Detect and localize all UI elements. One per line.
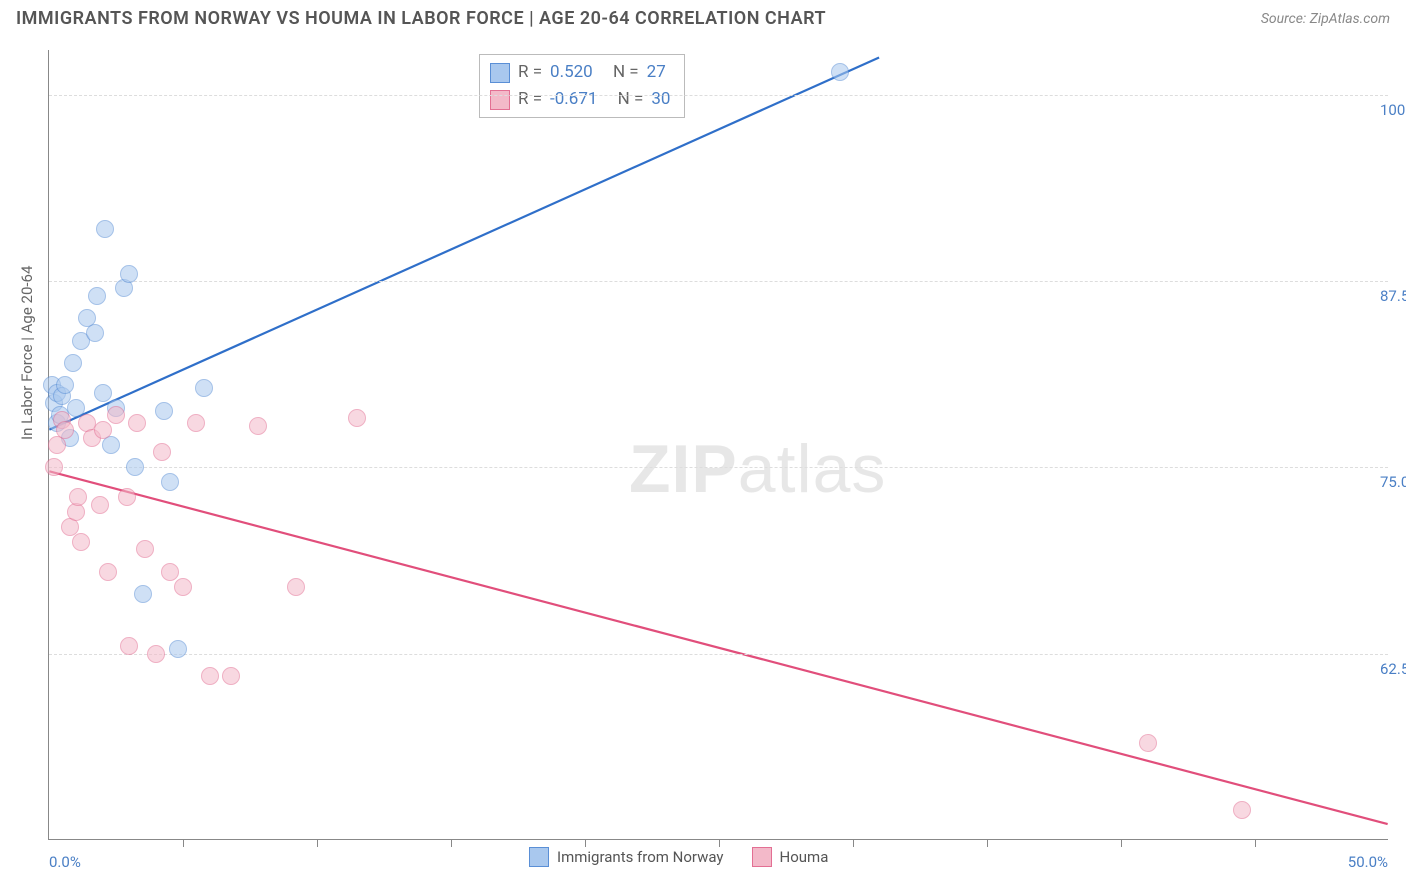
data-point-norway xyxy=(94,384,112,402)
data-point-houma xyxy=(153,443,171,461)
x-tick xyxy=(317,839,318,847)
y-tick-label: 62.5% xyxy=(1380,660,1406,678)
data-point-norway xyxy=(831,63,849,81)
data-point-houma xyxy=(348,409,366,427)
data-point-houma xyxy=(72,533,90,551)
legend-correlation: R = 0.520 N = 27 R = -0.671 N = 30 xyxy=(479,54,685,118)
legend-label-norway: Immigrants from Norway xyxy=(557,848,724,866)
data-point-norway xyxy=(88,287,106,305)
data-point-houma xyxy=(147,645,165,663)
data-point-norway xyxy=(155,402,173,420)
trend-line-norway xyxy=(49,57,879,429)
data-point-houma xyxy=(1139,734,1157,752)
data-point-houma xyxy=(136,540,154,558)
swatch-norway xyxy=(490,63,510,83)
data-point-norway xyxy=(161,473,179,491)
x-tick xyxy=(1121,839,1122,847)
legend-item-norway: Immigrants from Norway xyxy=(529,847,724,867)
data-point-houma xyxy=(174,578,192,596)
gridline xyxy=(49,95,1388,96)
scatter-chart: ZIPatlas R = 0.520 N = 27 R = -0.671 N =… xyxy=(48,50,1388,840)
data-point-houma xyxy=(222,667,240,685)
data-point-houma xyxy=(56,421,74,439)
swatch-houma-icon xyxy=(752,847,772,867)
data-point-houma xyxy=(118,488,136,506)
x-tick xyxy=(1255,839,1256,847)
r-label: R = xyxy=(518,59,542,86)
gridline xyxy=(49,467,1388,468)
r-value-houma: -0.671 xyxy=(550,86,597,113)
x-tick xyxy=(987,839,988,847)
chart-title: IMMIGRANTS FROM NORWAY VS HOUMA IN LABOR… xyxy=(16,8,826,29)
gridline xyxy=(49,281,1388,282)
swatch-houma xyxy=(490,90,510,110)
r-label: R = xyxy=(518,86,542,113)
y-axis-label: In Labor Force | Age 20-64 xyxy=(18,266,36,440)
data-point-norway xyxy=(195,379,213,397)
chart-header: IMMIGRANTS FROM NORWAY VS HOUMA IN LABOR… xyxy=(0,0,1406,33)
trend-lines xyxy=(49,50,1388,839)
n-label: N = xyxy=(618,86,644,113)
legend-item-houma: Houma xyxy=(752,847,829,867)
y-tick-label: 87.5% xyxy=(1380,287,1406,305)
data-point-houma xyxy=(128,414,146,432)
data-point-houma xyxy=(69,488,87,506)
legend-row-houma: R = -0.671 N = 30 xyxy=(490,86,670,113)
r-value-norway: 0.520 xyxy=(550,59,593,86)
data-point-norway xyxy=(134,585,152,603)
legend-series: Immigrants from Norway Houma xyxy=(529,847,828,867)
x-axis-min: 0.0% xyxy=(49,853,81,871)
data-point-houma xyxy=(249,417,267,435)
n-value-houma: 30 xyxy=(651,86,670,113)
data-point-houma xyxy=(99,563,117,581)
legend-label-houma: Houma xyxy=(780,848,829,866)
trend-line-houma xyxy=(49,471,1387,824)
x-tick xyxy=(853,839,854,847)
x-tick xyxy=(585,839,586,847)
data-point-houma xyxy=(201,667,219,685)
data-point-houma xyxy=(187,414,205,432)
data-point-houma xyxy=(161,563,179,581)
data-point-houma xyxy=(287,578,305,596)
n-label: N = xyxy=(613,59,639,86)
data-point-norway xyxy=(56,376,74,394)
data-point-houma xyxy=(45,458,63,476)
data-point-norway xyxy=(64,354,82,372)
chart-source: Source: ZipAtlas.com xyxy=(1261,11,1390,27)
data-point-houma xyxy=(94,421,112,439)
data-point-houma xyxy=(107,406,125,424)
y-tick-label: 75.0% xyxy=(1380,473,1406,491)
n-value-norway: 27 xyxy=(647,59,666,86)
data-point-houma xyxy=(120,637,138,655)
legend-row-norway: R = 0.520 N = 27 xyxy=(490,59,670,86)
x-tick xyxy=(183,839,184,847)
data-point-houma xyxy=(91,496,109,514)
gridline xyxy=(49,654,1388,655)
data-point-norway xyxy=(96,220,114,238)
x-axis-max: 50.0% xyxy=(1348,853,1388,871)
y-tick-label: 100.0% xyxy=(1380,101,1406,119)
data-point-norway xyxy=(86,324,104,342)
data-point-norway xyxy=(126,458,144,476)
x-tick xyxy=(719,839,720,847)
data-point-norway xyxy=(169,640,187,658)
x-tick xyxy=(451,839,452,847)
swatch-norway-icon xyxy=(529,847,549,867)
data-point-houma xyxy=(1233,801,1251,819)
data-point-norway xyxy=(120,265,138,283)
